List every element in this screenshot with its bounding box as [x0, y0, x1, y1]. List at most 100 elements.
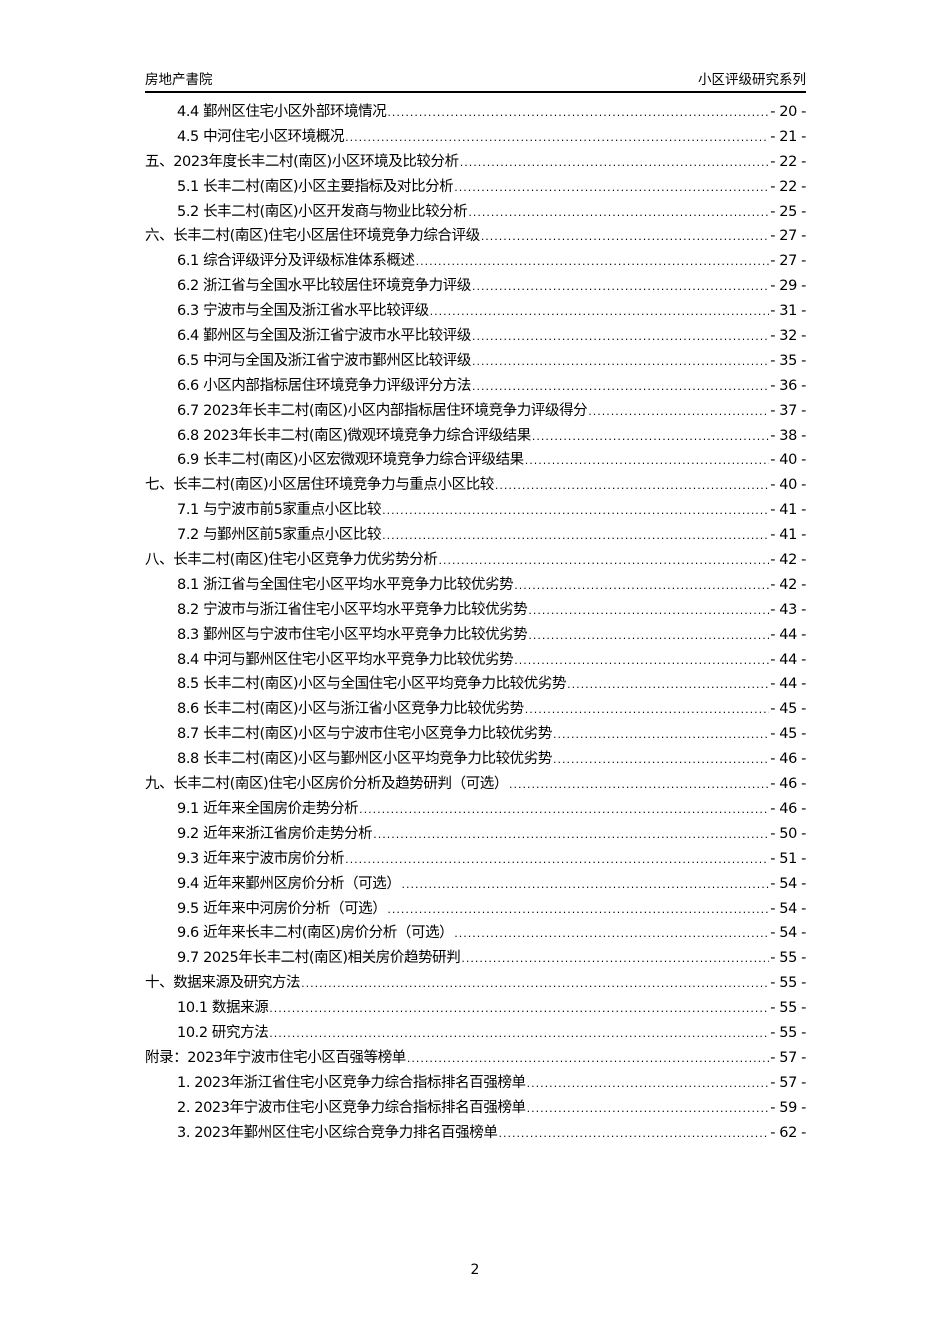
dot-leader	[498, 1127, 769, 1140]
toc-entry[interactable]: 5.1 长丰二村(南区)小区主要指标及对比分析 - 22 -	[145, 175, 806, 200]
toc-entry[interactable]: 8.7 长丰二村(南区)小区与宁波市住宅小区竞争力比较优劣势 - 45 -	[145, 722, 806, 747]
dot-leader	[387, 903, 769, 916]
dot-leader	[439, 554, 770, 567]
dot-leader	[472, 280, 769, 293]
toc-entry-page: - 55 -	[770, 975, 806, 992]
toc-entry[interactable]: 八、长丰二村(南区)住宅小区竞争力优劣势分析 - 42 -	[145, 548, 806, 573]
toc-entry-page: - 55 -	[770, 1000, 806, 1017]
toc-entry-page: - 42 -	[770, 576, 806, 593]
toc-entry[interactable]: 1. 2023年浙江省住宅小区竞争力综合指标排名百强榜单 - 57 -	[145, 1071, 806, 1096]
dot-leader	[527, 1077, 770, 1090]
toc-entry[interactable]: 五、2023年度长丰二村(南区)小区环境及比较分析 - 22 -	[145, 150, 806, 175]
toc-entry-title: 7.2 与鄞州区前5家重点小区比较	[177, 527, 382, 544]
toc-entry-page: - 38 -	[770, 427, 806, 444]
toc-entry[interactable]: 6.5 中河与全国及浙江省宁波市鄞州区比较评级 - 35 -	[145, 349, 806, 374]
toc-entry-page: - 57 -	[770, 1074, 806, 1091]
toc-entry[interactable]: 8.6 长丰二村(南区)小区与浙江省小区竞争力比较优劣势 - 45 -	[145, 697, 806, 722]
toc-entry-page: - 45 -	[770, 701, 806, 718]
toc-entry-title: 6.5 中河与全国及浙江省宁波市鄞州区比较评级	[177, 352, 471, 369]
toc-entry-page: - 22 -	[770, 178, 806, 195]
toc-entry[interactable]: 9.2 近年来浙江省房价走势分析 - 50 -	[145, 822, 806, 847]
toc-entry[interactable]: 6.7 2023年长丰二村(南区)小区内部指标居住环境竞争力评级得分 - 37 -	[145, 399, 806, 424]
toc-entry[interactable]: 9.5 近年来中河房价分析（可选） - 54 -	[145, 897, 806, 922]
toc-entry[interactable]: 7.1 与宁波市前5家重点小区比较 - 41 -	[145, 498, 806, 523]
toc-entry[interactable]: 6.3 宁波市与全国及浙江省水平比较评级 - 31 -	[145, 299, 806, 324]
dot-leader	[382, 504, 769, 517]
toc-entry-title: 6.7 2023年长丰二村(南区)小区内部指标居住环境竞争力评级得分	[177, 402, 588, 419]
toc-entry[interactable]: 6.2 浙江省与全国水平比较居住环境竞争力评级 - 29 -	[145, 274, 806, 299]
toc-entry[interactable]: 2. 2023年宁波市住宅小区竞争力综合指标排名百强榜单 - 59 -	[145, 1096, 806, 1121]
toc-entry[interactable]: 6.6 小区内部指标居住环境竞争力评级评分方法 - 36 -	[145, 374, 806, 399]
toc-entry[interactable]: 6.4 鄞州区与全国及浙江省宁波市水平比较评级 - 32 -	[145, 324, 806, 349]
page-number: 2	[470, 1262, 480, 1278]
toc-entry-title: 十、数据来源及研究方法	[145, 975, 301, 992]
dot-leader	[472, 380, 769, 393]
toc-entry-title: 8.4 中河与鄞州区住宅小区平均水平竞争力比较优劣势	[177, 651, 514, 668]
toc-entry-page: - 21 -	[770, 128, 806, 145]
toc-entry[interactable]: 4.5 中河住宅小区环境概况 - 21 -	[145, 125, 806, 150]
toc-entry-page: - 32 -	[770, 328, 806, 345]
toc-entry[interactable]: 十、数据来源及研究方法 - 55 -	[145, 971, 806, 996]
toc-entry-page: - 40 -	[770, 452, 806, 469]
toc-entry[interactable]: 5.2 长丰二村(南区)小区开发商与物业比较分析 - 25 -	[145, 200, 806, 225]
toc-entry[interactable]: 8.4 中河与鄞州区住宅小区平均水平竞争力比较优劣势 - 44 -	[145, 648, 806, 673]
toc-entry-page: - 40 -	[770, 477, 806, 494]
toc-entry[interactable]: 8.3 鄞州区与宁波市住宅小区平均水平竞争力比较优劣势 - 44 -	[145, 623, 806, 648]
toc-entry[interactable]: 9.1 近年来全国房价走势分析 - 46 -	[145, 797, 806, 822]
toc-entry[interactable]: 8.5 长丰二村(南区)小区与全国住宅小区平均竞争力比较优劣势 - 44 -	[145, 672, 806, 697]
toc-entry[interactable]: 九、长丰二村(南区)住宅小区房价分析及趋势研判（可选） - 46 -	[145, 772, 806, 797]
toc-entry-title: 附录：2023年宁波市住宅小区百强等榜单	[145, 1049, 406, 1066]
toc-entry-page: - 44 -	[770, 626, 806, 643]
toc-entry[interactable]: 9.6 近年来长丰二村(南区)房价分析（可选） - 54 -	[145, 921, 806, 946]
toc-entry-title: 9.3 近年来宁波市房价分析	[177, 850, 345, 867]
toc-entry[interactable]: 六、长丰二村(南区)住宅小区居住环境竞争力综合评级 - 27 -	[145, 224, 806, 249]
toc-entry-title: 10.1 数据来源	[177, 1000, 269, 1017]
dot-leader	[416, 255, 770, 268]
dot-leader	[345, 853, 769, 866]
toc-entry[interactable]: 9.7 2025年长丰二村(南区)相关房价趋势研判 - 55 -	[145, 946, 806, 971]
toc-entry-title: 6.4 鄞州区与全国及浙江省宁波市水平比较评级	[177, 328, 471, 345]
toc-entry-page: - 62 -	[770, 1124, 806, 1141]
toc-entry[interactable]: 10.2 研究方法 - 55 -	[145, 1021, 806, 1046]
toc-entry-page: - 36 -	[770, 377, 806, 394]
toc-entry-page: - 51 -	[770, 850, 806, 867]
dot-leader	[373, 828, 769, 841]
toc-entry-page: - 31 -	[770, 303, 806, 320]
dot-leader	[509, 778, 769, 791]
toc-entry-page: - 57 -	[770, 1049, 806, 1066]
dot-leader	[553, 753, 769, 766]
toc-entry-page: - 35 -	[770, 352, 806, 369]
dot-leader	[472, 330, 769, 343]
toc-entry-title: 3. 2023年鄞州区住宅小区综合竞争力排名百强榜单	[177, 1124, 498, 1141]
toc-entry-title: 2. 2023年宁波市住宅小区竞争力综合指标排名百强榜单	[177, 1099, 526, 1116]
toc-entry-title: 9.2 近年来浙江省房价走势分析	[177, 825, 373, 842]
toc-entry-page: - 46 -	[770, 800, 806, 817]
toc-entry-page: - 45 -	[770, 726, 806, 743]
toc-entry-page: - 29 -	[770, 278, 806, 295]
dot-leader	[528, 629, 769, 642]
toc-entry[interactable]: 9.4 近年来鄞州区房价分析（可选） - 54 -	[145, 872, 806, 897]
toc-entry[interactable]: 9.3 近年来宁波市房价分析 - 51 -	[145, 847, 806, 872]
toc-entry[interactable]: 10.1 数据来源 - 55 -	[145, 996, 806, 1021]
toc-entry-page: - 46 -	[770, 751, 806, 768]
dot-leader	[567, 678, 769, 691]
toc-entry[interactable]: 附录：2023年宁波市住宅小区百强等榜单 - 57 -	[145, 1046, 806, 1071]
toc-entry-title: 七、长丰二村(南区)小区居住环境竞争力与重点小区比较	[145, 477, 494, 494]
toc-entry[interactable]: 8.2 宁波市与浙江省住宅小区平均水平竞争力比较优劣势 - 43 -	[145, 598, 806, 623]
toc-entry-title: 4.5 中河住宅小区环境概况	[177, 128, 345, 145]
toc-entry[interactable]: 8.1 浙江省与全国住宅小区平均水平竞争力比较优劣势 - 42 -	[145, 573, 806, 598]
dot-leader	[525, 703, 769, 716]
toc-entry[interactable]: 3. 2023年鄞州区住宅小区综合竞争力排名百强榜单 - 62 -	[145, 1121, 806, 1146]
toc-entry[interactable]: 8.8 长丰二村(南区)小区与鄞州区小区平均竞争力比较优劣势 - 46 -	[145, 747, 806, 772]
toc-entry-page: - 55 -	[770, 1024, 806, 1041]
toc-entry[interactable]: 4.4 鄞州区住宅小区外部环境情况 - 20 -	[145, 100, 806, 125]
toc-entry-title: 5.1 长丰二村(南区)小区主要指标及对比分析	[177, 178, 454, 195]
toc-entry[interactable]: 6.9 长丰二村(南区)小区宏微观环境竞争力综合评级结果 - 40 -	[145, 448, 806, 473]
toc-entry-page: - 27 -	[770, 253, 806, 270]
toc-entry[interactable]: 7.2 与鄞州区前5家重点小区比较 - 41 -	[145, 523, 806, 548]
dot-leader	[528, 604, 769, 617]
toc-entry[interactable]: 七、长丰二村(南区)小区居住环境竞争力与重点小区比较 - 40 -	[145, 473, 806, 498]
toc-entry-page: - 46 -	[770, 776, 806, 793]
toc-entry[interactable]: 6.8 2023年长丰二村(南区)微观环境竞争力综合评级结果 - 38 -	[145, 424, 806, 449]
toc-entry[interactable]: 6.1 综合评级评分及评级标准体系概述 - 27 -	[145, 249, 806, 274]
